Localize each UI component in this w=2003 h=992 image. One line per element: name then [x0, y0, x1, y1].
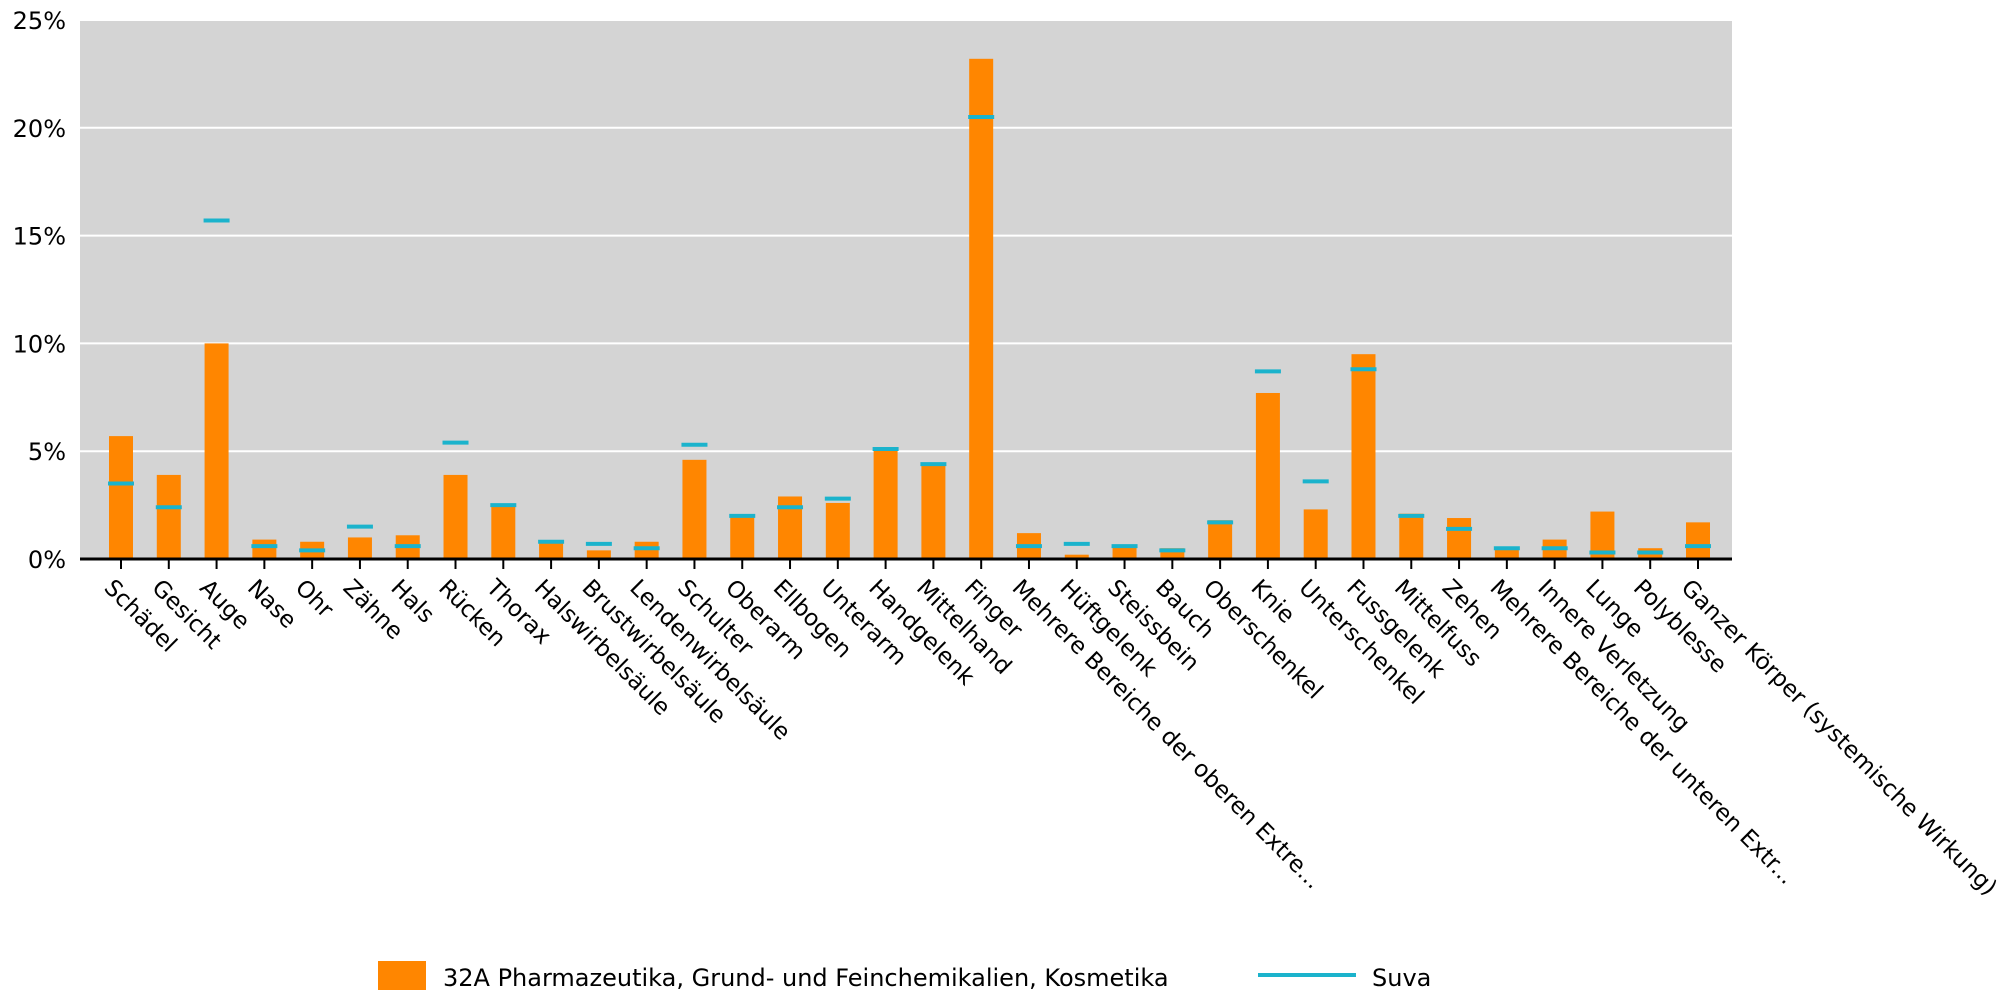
legend-swatch-bars: [378, 961, 426, 990]
bar: [1494, 548, 1519, 559]
bar: [682, 459, 707, 559]
bar: [1447, 518, 1472, 559]
bar: [443, 474, 468, 559]
bar: [1399, 513, 1424, 559]
y-tick-labels: 0% 5% 10% 15% 20% 25%: [13, 7, 66, 574]
bar: [730, 515, 755, 559]
suva-markers: [108, 115, 1711, 555]
bar: [1686, 522, 1710, 559]
bar: [1208, 520, 1233, 559]
y-tick-label: 20%: [13, 115, 66, 143]
bar: [1160, 548, 1185, 559]
y-tick-label: 5%: [28, 438, 66, 466]
x-tick-label: Nase: [242, 575, 301, 634]
bar: [1303, 509, 1328, 559]
bar: [634, 541, 659, 559]
bar: [921, 464, 946, 559]
bar: [1351, 354, 1376, 559]
bar: [204, 343, 229, 559]
bar: [156, 474, 181, 559]
bar: [1064, 554, 1089, 559]
legend-label-bars: 32A Pharmazeutika, Grund- und Feinchemik…: [443, 964, 1169, 992]
bar: [347, 537, 372, 559]
bar: [586, 550, 611, 559]
bar: [252, 539, 277, 559]
bar: [1112, 546, 1137, 559]
y-tick-label: 10%: [13, 330, 66, 358]
bar: [873, 449, 898, 559]
x-tick-label: Ganzer Körper (systemische Wirkung): [1676, 575, 2002, 901]
bar: [109, 436, 133, 559]
legend-label-suva: Suva: [1372, 964, 1431, 992]
grid-lines: [80, 19, 1732, 453]
y-tick-label: 25%: [13, 7, 66, 35]
bar: [969, 58, 994, 560]
bars-series: [109, 58, 1710, 560]
legend: 32A Pharmazeutika, Grund- und Feinchemik…: [378, 961, 1431, 992]
bar: [825, 502, 850, 559]
bar: [1255, 392, 1280, 559]
y-tick-label: 0%: [28, 546, 66, 574]
plot-background: [80, 20, 1732, 559]
bar: [491, 505, 516, 559]
bar: [539, 541, 564, 559]
x-tick-marks: [120, 559, 1699, 569]
y-tick-label: 15%: [13, 223, 66, 251]
